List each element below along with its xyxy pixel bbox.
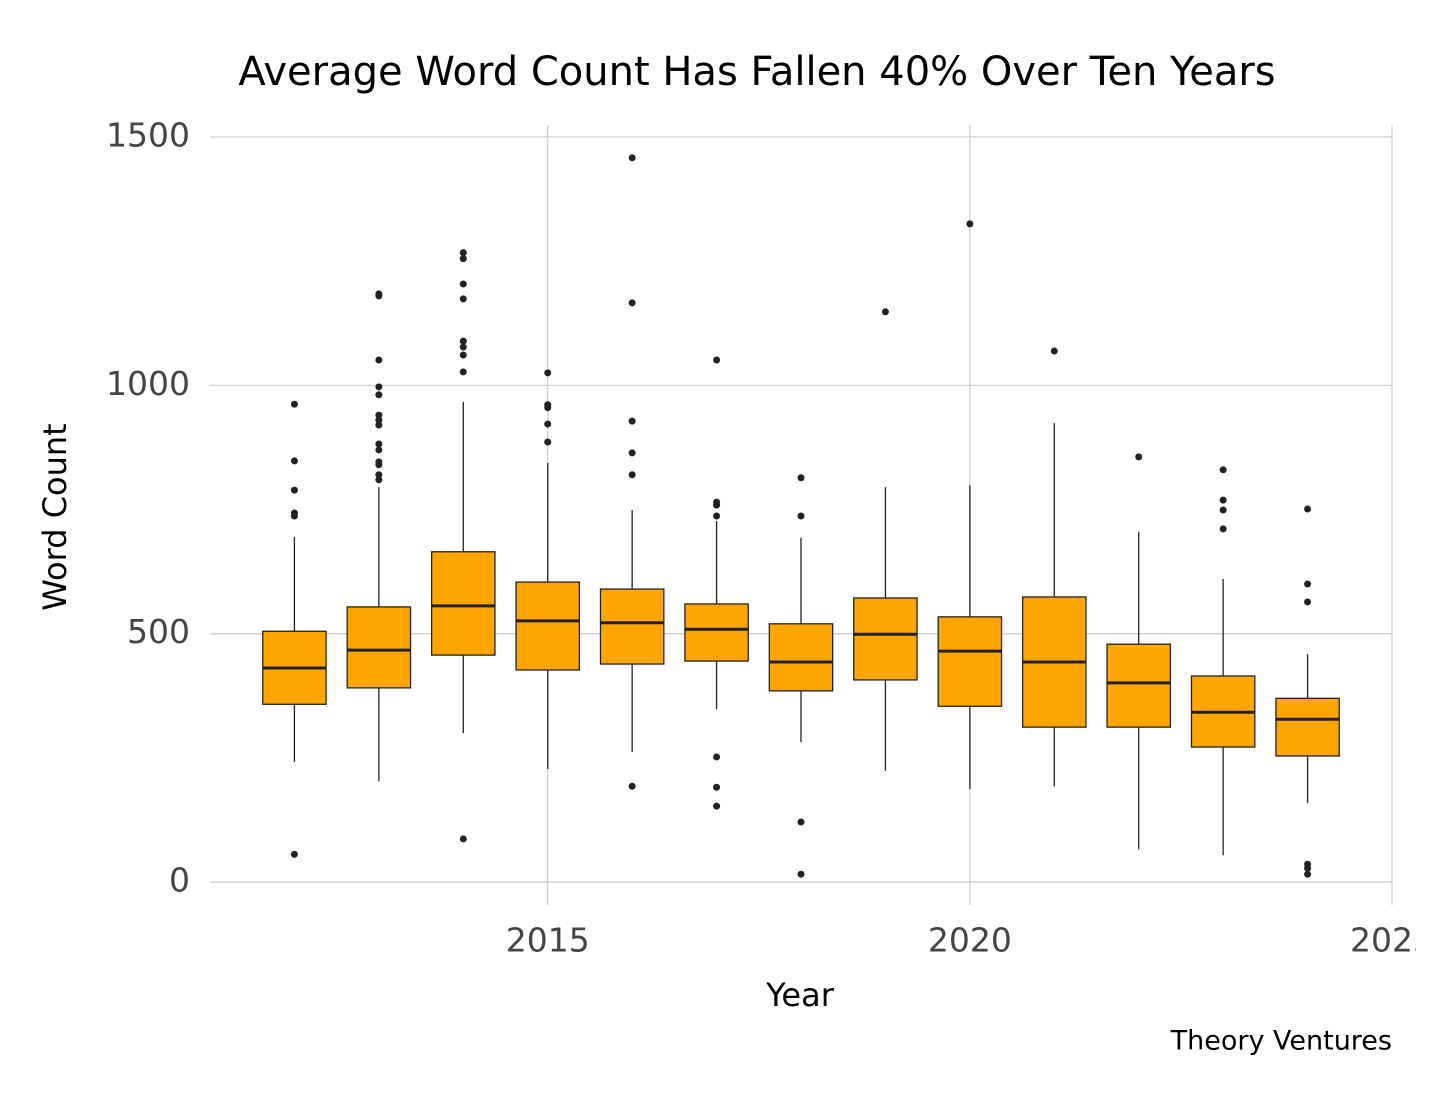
outlier (628, 154, 636, 162)
outlier (544, 438, 552, 446)
outlier (966, 220, 974, 228)
box (1106, 643, 1172, 728)
outlier (459, 368, 467, 376)
outlier (375, 476, 383, 484)
outlier (1219, 466, 1227, 474)
outlier (713, 512, 721, 520)
box (768, 623, 834, 692)
outlier (544, 404, 552, 412)
outlier (713, 356, 721, 364)
outlier (881, 308, 889, 316)
outlier (375, 446, 383, 454)
box (937, 616, 1003, 707)
outlier (375, 416, 383, 424)
outlier (459, 255, 467, 263)
caption: Theory Ventures (1170, 1026, 1392, 1057)
outlier (1050, 347, 1058, 355)
outlier (459, 295, 467, 303)
outlier (1219, 506, 1227, 514)
outlier (797, 870, 805, 878)
box (515, 581, 581, 671)
x-tick-label: 2025 (1350, 921, 1434, 960)
outlier (375, 391, 383, 399)
x-tick-label: 2020 (928, 921, 1012, 960)
outlier (1304, 598, 1312, 606)
outlier (375, 421, 383, 429)
outlier (459, 343, 467, 351)
outlier (628, 449, 636, 457)
outlier (628, 782, 636, 790)
outlier (290, 457, 298, 465)
y-tick-label: 500 (127, 612, 190, 651)
box (346, 606, 412, 689)
outlier (290, 512, 298, 520)
outlier (375, 290, 383, 298)
y-tick-label: 0 (169, 861, 190, 900)
outlier (544, 420, 552, 428)
outlier (459, 249, 467, 257)
outlier (375, 356, 383, 364)
outlier (290, 486, 298, 494)
outlier (1219, 525, 1227, 533)
box (853, 597, 918, 681)
outlier (1304, 580, 1312, 588)
outlier (1135, 453, 1143, 461)
outlier (628, 299, 636, 307)
y-tick-label: 1000 (106, 364, 190, 403)
box (599, 588, 665, 665)
y-tick-label: 1500 (106, 115, 190, 154)
x-tick-label: 2015 (506, 921, 590, 960)
outlier (797, 818, 805, 826)
outlier (713, 753, 721, 761)
box (430, 551, 496, 656)
outlier (290, 850, 298, 858)
outlier (1304, 505, 1312, 513)
outlier (375, 411, 383, 419)
outlier (459, 835, 467, 843)
outlier (459, 337, 467, 345)
outlier (713, 501, 721, 509)
outlier (628, 417, 636, 425)
outlier (375, 383, 383, 391)
outlier (375, 440, 383, 448)
outlier (375, 471, 383, 479)
outlier (290, 400, 298, 408)
outlier (544, 369, 552, 377)
outlier (1219, 496, 1227, 504)
y-axis-label: Word Count (36, 423, 74, 610)
outlier (1304, 864, 1312, 872)
x-axis-label: Year (765, 976, 835, 1014)
outlier (459, 280, 467, 288)
outlier (713, 802, 721, 810)
outlier (797, 474, 805, 482)
outlier (459, 351, 467, 359)
outlier (797, 512, 805, 520)
box (1275, 697, 1340, 757)
plot (262, 154, 1340, 878)
chart-title: Average Word Count Has Fallen 40% Over T… (238, 49, 1275, 95)
outlier (713, 783, 721, 791)
outlier (375, 461, 383, 469)
outlier (628, 471, 636, 479)
box (684, 603, 749, 662)
outlier (1304, 870, 1312, 878)
